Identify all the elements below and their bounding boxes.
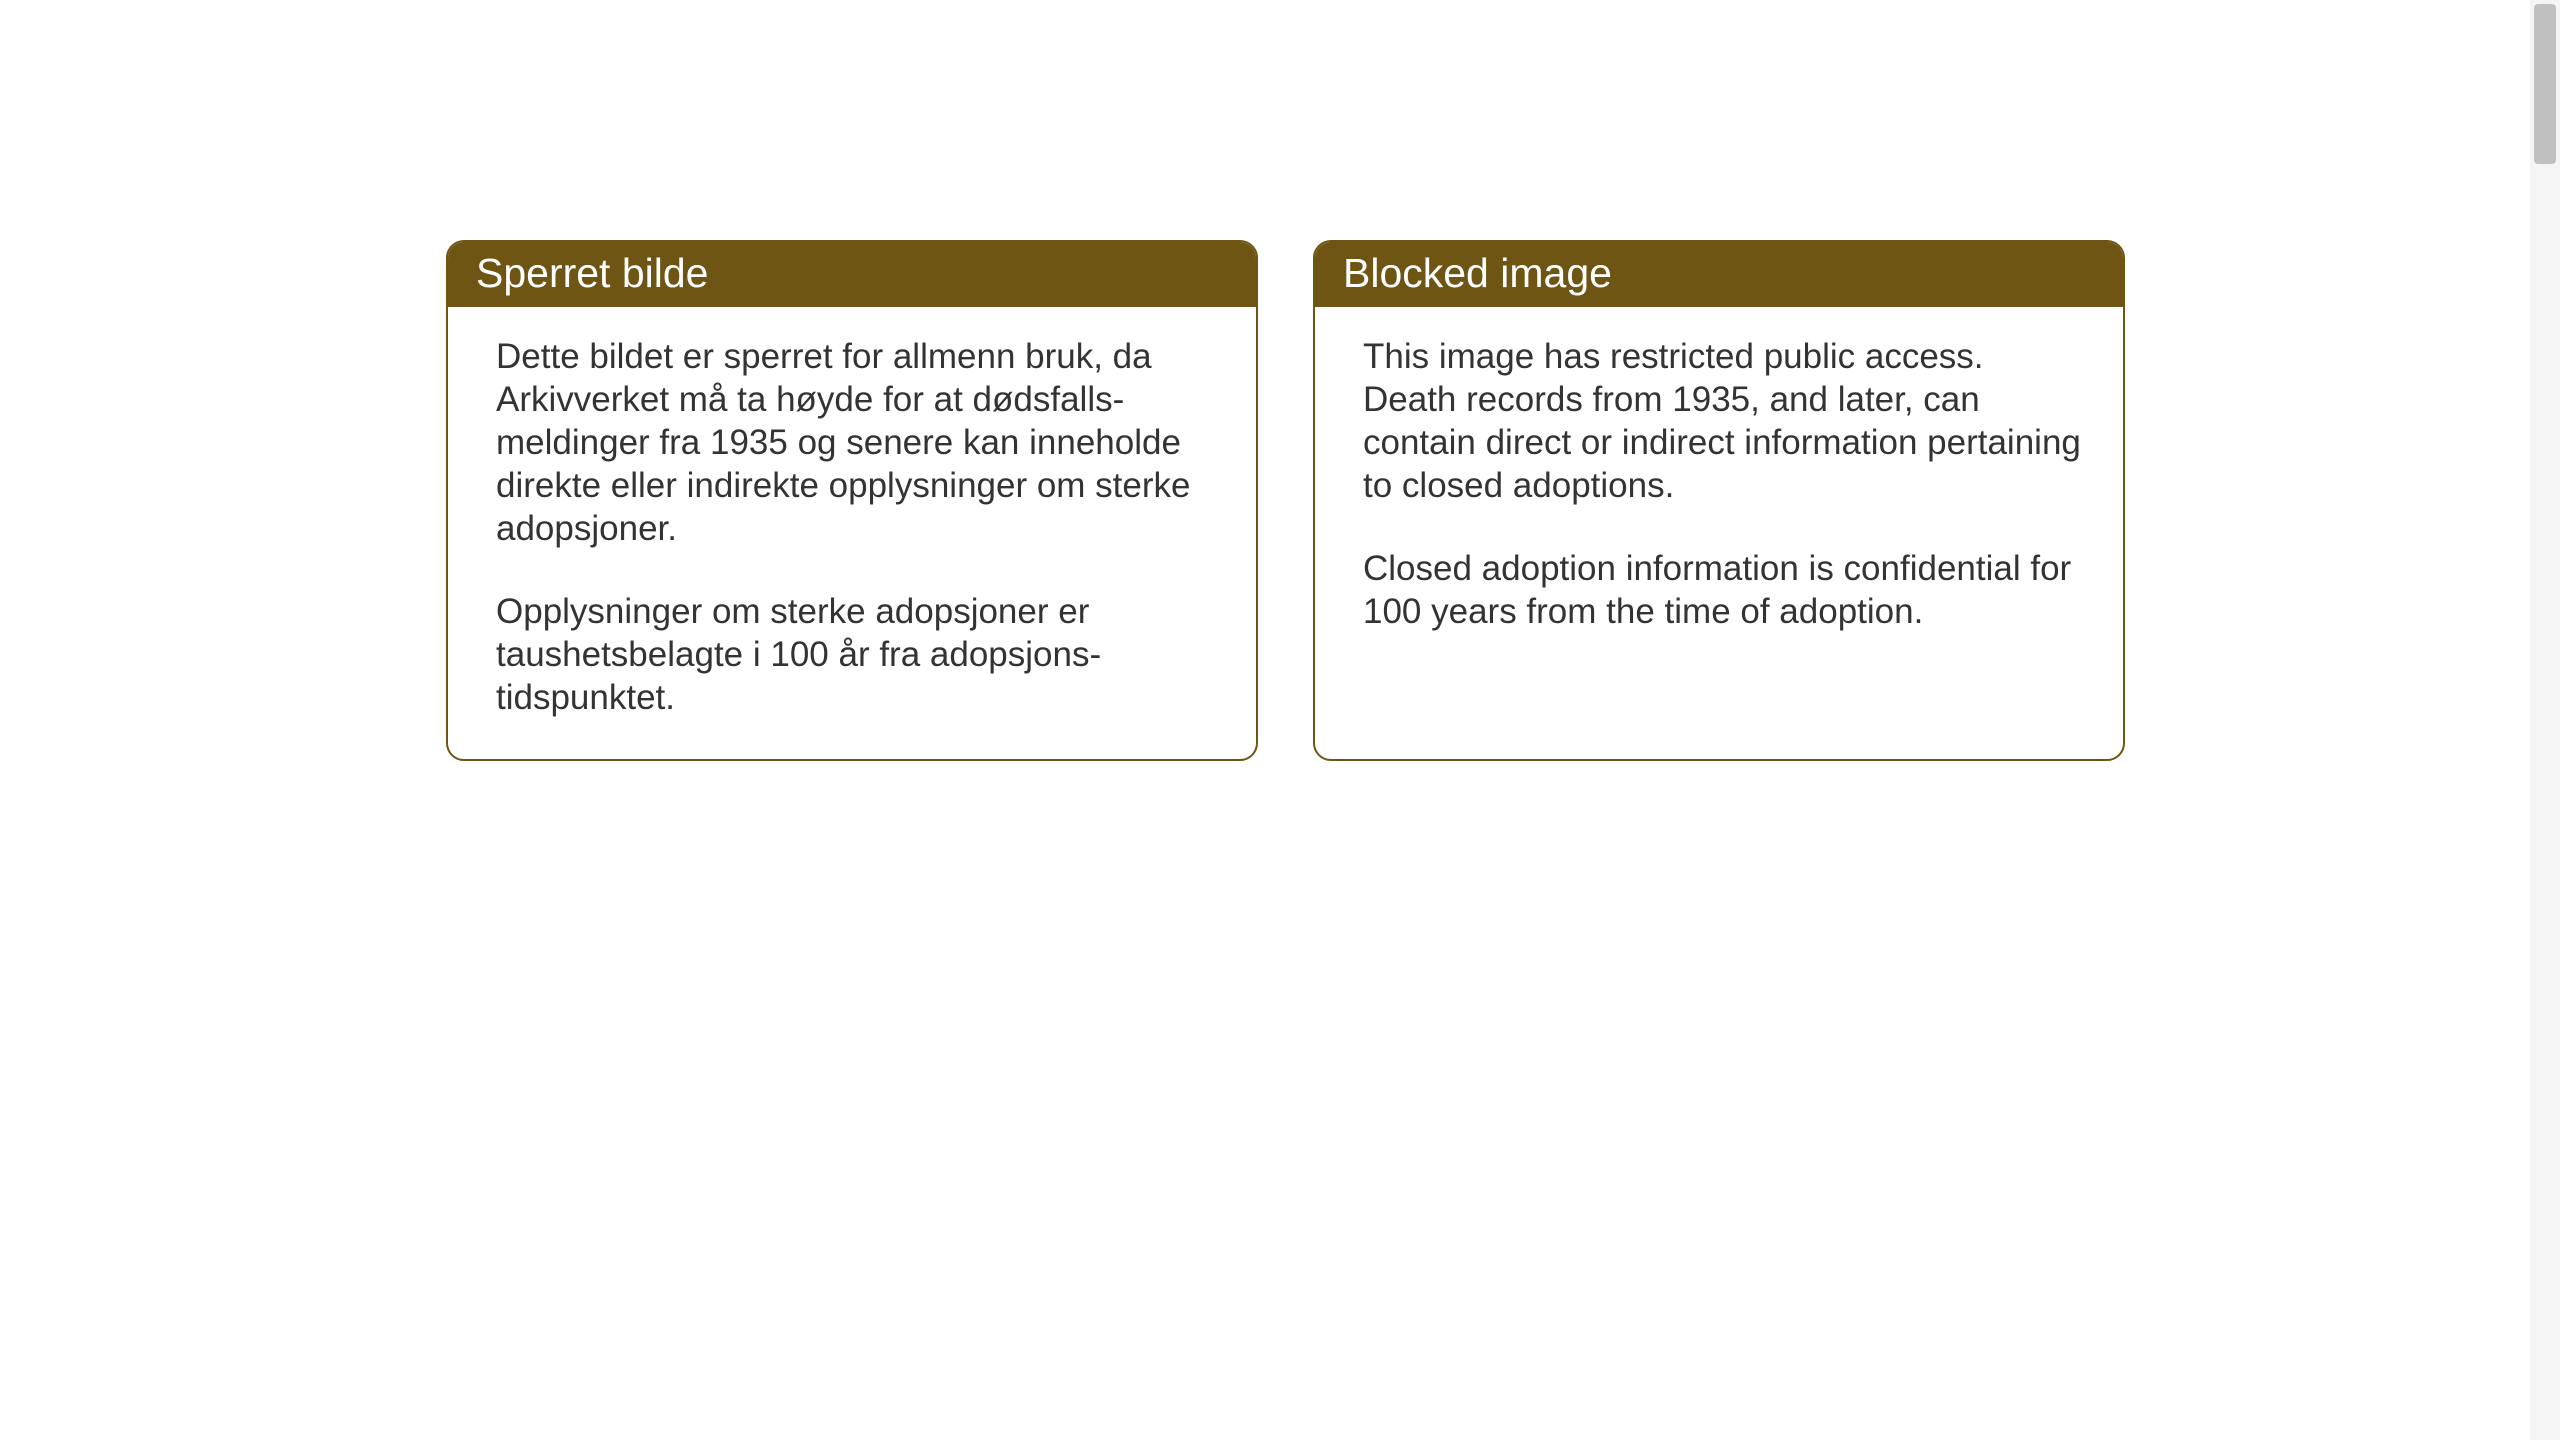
notice-body-english: This image has restricted public access.…: [1315, 307, 2123, 673]
notice-paragraph-2-english: Closed adoption information is confident…: [1363, 547, 2083, 633]
notice-paragraph-1-norwegian: Dette bildet er sperret for allmenn bruk…: [496, 335, 1216, 550]
vertical-scrollbar[interactable]: [2530, 0, 2560, 1440]
notice-body-norwegian: Dette bildet er sperret for allmenn bruk…: [448, 307, 1256, 759]
notice-header-english: Blocked image: [1315, 242, 2123, 307]
notice-paragraph-1-english: This image has restricted public access.…: [1363, 335, 2083, 507]
notice-card-norwegian: Sperret bilde Dette bildet er sperret fo…: [446, 240, 1258, 761]
notice-header-norwegian: Sperret bilde: [448, 242, 1256, 307]
notice-container: Sperret bilde Dette bildet er sperret fo…: [0, 0, 2560, 761]
notice-card-english: Blocked image This image has restricted …: [1313, 240, 2125, 761]
scrollbar-thumb[interactable]: [2534, 4, 2556, 164]
notice-paragraph-2-norwegian: Opplysninger om sterke adopsjoner er tau…: [496, 590, 1216, 719]
